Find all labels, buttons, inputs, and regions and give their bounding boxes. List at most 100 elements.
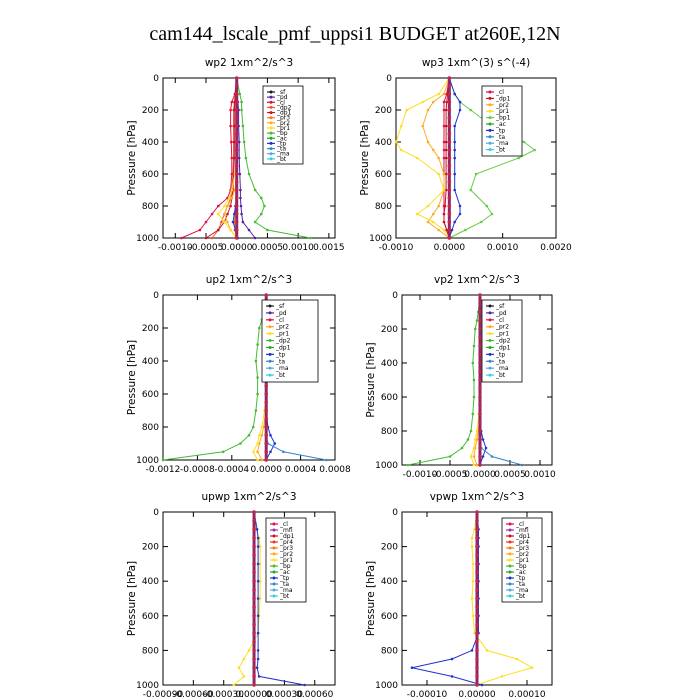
data-point	[226, 212, 229, 216]
legend-marker	[508, 540, 512, 544]
legend-entry: _cl	[495, 317, 504, 324]
data-point	[406, 463, 410, 467]
legend-entry: _dp1	[495, 95, 511, 102]
data-point	[256, 631, 260, 635]
legend-entry: _tp	[275, 351, 285, 358]
data-point	[252, 553, 256, 558]
y-tick-label: 1000	[375, 461, 398, 471]
legend-marker	[508, 582, 512, 586]
data-point	[264, 293, 269, 297]
data-point	[234, 188, 239, 192]
legend-marker	[272, 564, 276, 568]
data-point	[442, 172, 446, 176]
figure-title: cam144_lscale_pmf_uppsi1 BUDGET at260E,1…	[149, 23, 560, 45]
data-point	[253, 220, 257, 224]
data-point	[442, 100, 446, 104]
data-point	[242, 675, 246, 678]
data-point	[447, 140, 452, 144]
y-tick-label: 200	[375, 106, 392, 116]
plot-frame	[395, 77, 557, 239]
data-point	[520, 463, 524, 467]
data-point	[453, 188, 457, 192]
y-tick-label: 600	[375, 170, 392, 180]
panel-2: wp3 1xm^(3) s^(-4) -0.0010 0.0000 0.0010 0.0…	[359, 57, 572, 253]
x-tick-label: 0.00030	[266, 690, 303, 700]
data-point	[478, 463, 482, 467]
data-point	[238, 92, 242, 96]
y-tick-label: 1000	[136, 456, 159, 466]
panel-5: upwp 1xm^2/s^3-0.00090-0.00060-0.000300.…	[126, 491, 336, 700]
data-point	[256, 649, 260, 652]
data-point	[474, 172, 478, 176]
x-tick-label: 0.0005	[494, 470, 526, 480]
legend-marker	[269, 116, 273, 120]
data-point	[252, 596, 256, 601]
y-tick-label: 200	[142, 543, 159, 553]
data-point	[470, 545, 474, 548]
data-point	[432, 220, 435, 224]
data-point	[437, 228, 441, 232]
legend-marker	[272, 570, 276, 574]
y-tick-label: 600	[142, 612, 159, 622]
data-point	[478, 293, 482, 297]
legend-marker	[488, 135, 492, 139]
legend-entry: _pr2	[495, 324, 509, 331]
legend-entry: _ta	[495, 134, 505, 141]
x-tick-label: 0.0010	[524, 470, 556, 480]
data-point	[244, 156, 248, 160]
data-point	[264, 425, 269, 429]
legend-entry: _pd	[495, 310, 507, 317]
data-point	[475, 570, 479, 575]
legend-entry: _pr1	[276, 125, 290, 132]
panel-title: vp2 1xm^2/s^3	[434, 274, 520, 286]
data-point	[254, 409, 258, 412]
data-point	[252, 631, 256, 635]
data-point	[475, 614, 479, 618]
legend-entry: _mfl	[279, 527, 293, 534]
legend-entry: _ma	[495, 365, 509, 372]
data-point	[472, 344, 476, 348]
legend-marker	[268, 325, 272, 329]
data-point	[471, 579, 475, 583]
data-point	[234, 132, 239, 136]
legend: _cl_mfl_dp1_pr4_pr3_pr2_pr1_bp_ac_tp_ta_…	[265, 517, 307, 603]
legend-entry: _sf	[276, 89, 286, 96]
data-point	[475, 429, 479, 433]
y-tick-label: 400	[381, 577, 398, 587]
data-point	[260, 212, 263, 216]
data-point	[442, 156, 446, 160]
data-point	[234, 204, 239, 208]
data-point	[481, 455, 485, 458]
y-tick-label: 1000	[375, 681, 398, 691]
data-point	[237, 666, 241, 669]
data-point	[478, 437, 482, 442]
data-point	[437, 156, 441, 160]
data-point	[252, 562, 256, 566]
legend-entry: _cl	[495, 89, 504, 96]
legend: _sf_pd_cl_dp2_dp1_pr3_pr2_pr1_bp_ac_tp_t…	[262, 85, 304, 165]
y-tick-label: 600	[381, 393, 398, 403]
plot-frame	[162, 294, 336, 461]
data-point	[426, 108, 430, 112]
data-point	[233, 108, 236, 112]
data-point	[442, 212, 446, 216]
legend-entry: _ma	[515, 587, 529, 594]
legend-marker	[268, 359, 272, 363]
data-point	[478, 454, 482, 459]
series-line-tp	[253, 511, 305, 686]
legend-entry: _pd	[275, 310, 287, 317]
x-tick-label: 0.00000	[235, 690, 272, 700]
legend-entry: _mfl	[515, 527, 529, 534]
legend-entry: _pr2	[275, 324, 289, 331]
legend-entry: _bt	[495, 372, 506, 379]
data-point	[161, 458, 165, 462]
data-point	[475, 510, 479, 514]
data-point	[229, 204, 232, 208]
data-point	[522, 140, 526, 144]
data-point	[221, 450, 225, 454]
data-point	[231, 220, 235, 224]
panel-3: up2 1xm^2/s^3 -0.0012 -0.0008 -0.0004 0.0000…	[126, 274, 351, 475]
y-axis-label: Pressure [hPa]	[359, 120, 371, 195]
legend-entry: _dp2	[276, 104, 292, 111]
